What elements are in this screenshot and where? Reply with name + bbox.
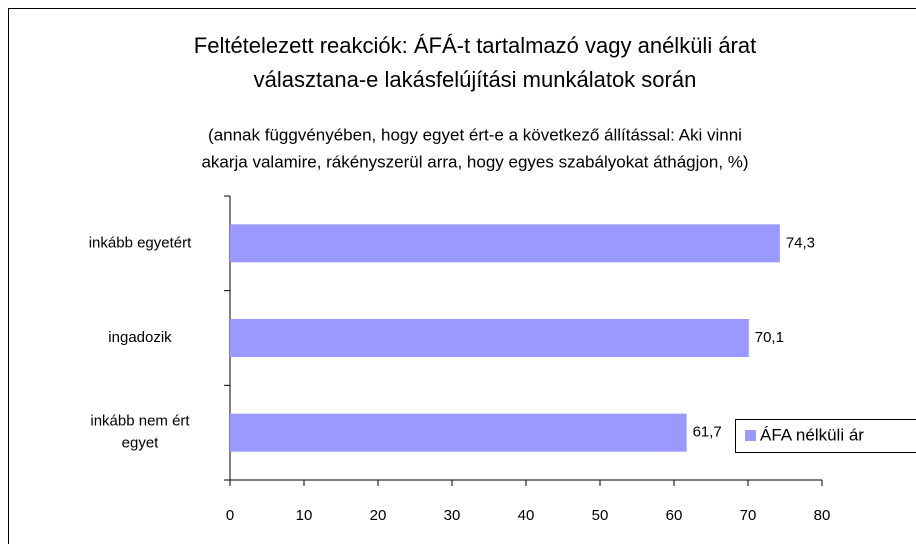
y-tick-label: inkább nem ért egyet [90, 413, 190, 452]
x-tick-label: 40 [518, 507, 535, 524]
legend-box [735, 419, 916, 453]
chart-subtitle: (annak függvényében, hogy egyet ért-e a … [208, 125, 742, 144]
x-tick-label: 50 [592, 507, 609, 524]
x-tick-label: 30 [444, 507, 461, 524]
x-tick-label: 20 [370, 507, 387, 524]
x-tick-label: 0 [226, 507, 234, 524]
bar [230, 319, 749, 357]
value-label: 74,3 [786, 234, 815, 251]
x-tick-label: 10 [296, 507, 313, 524]
chart-border [8, 8, 916, 544]
chart-title: választana-e lakásfelújítási munkálatok … [254, 67, 697, 92]
value-label: 61,7 [693, 424, 722, 441]
y-tick-label: ingadozik [108, 329, 172, 346]
value-label: 70,1 [755, 329, 784, 346]
x-tick-label: 70 [740, 507, 757, 524]
y-tick-label: inkább egyetért [89, 234, 192, 251]
legend-label: ÁFA nélküli ár [760, 425, 864, 444]
bar [230, 224, 780, 263]
chart-title: Feltételezett reakciók: ÁFÁ-t tartalmazó… [194, 33, 756, 58]
chart-subtitle: akarja valamire, rákényszerül arra, hogy… [201, 152, 748, 171]
bar [230, 413, 687, 452]
legend-swatch [745, 430, 756, 441]
x-tick-label: 80 [814, 507, 831, 524]
x-tick-label: 60 [666, 507, 683, 524]
